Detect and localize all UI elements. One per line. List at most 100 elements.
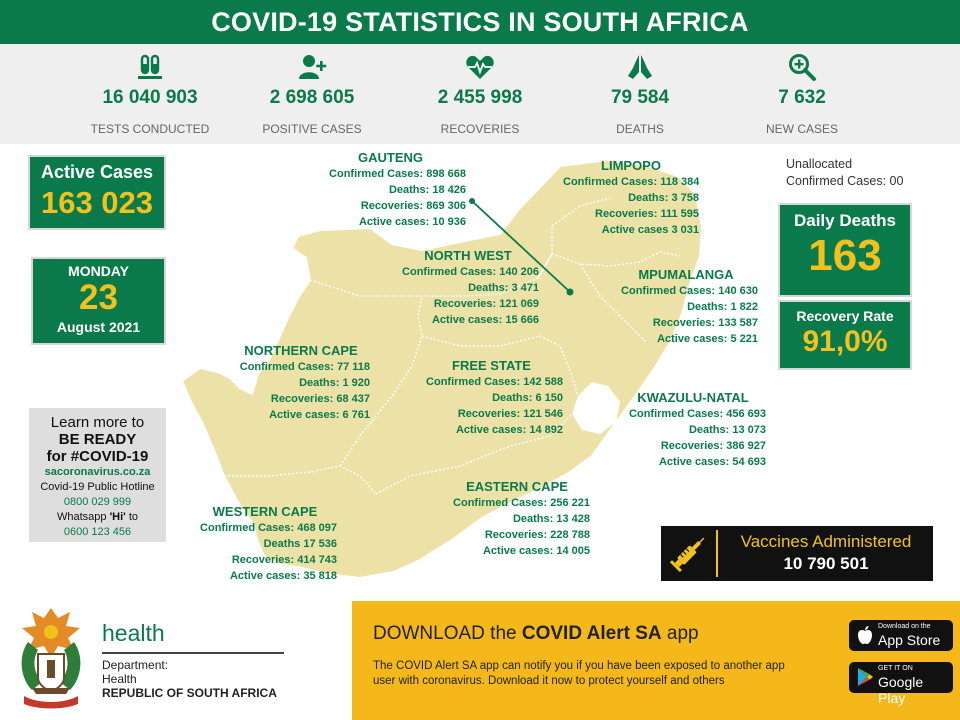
google-play-badge[interactable]: GET IT ON Google Play [849, 662, 953, 706]
mpumalanga-deaths: Deaths: 1 822 [687, 301, 758, 313]
gauteng-confirmed: Confirmed Cases: 898 668 [329, 168, 466, 180]
app-promo-body: The COVID Alert SA app can notify you if… [373, 660, 785, 687]
western-cape-deaths: Deaths 17 536 [263, 538, 337, 550]
tests-label: TESTS CONDUCTED [90, 122, 210, 136]
mpumalanga-confirmed: Confirmed Cases: 140 630 [621, 285, 758, 297]
limpopo-active: Active cases 3 031 [601, 224, 699, 236]
western-cape-name: WESTERN CAPE [212, 504, 318, 519]
google-play-small: GET IT ON [878, 665, 913, 672]
border-ec [375, 413, 573, 495]
daily-deaths-box: Daily Deaths 163 [778, 203, 912, 297]
province-western-cape: WESTERN CAPE Confirmed Cases: 468 097 De… [193, 504, 337, 584]
learn-more-box: Learn more to BE READY for #COVID-19 sac… [29, 408, 166, 542]
vaccines-box: Vaccines Administered 10 790 501 [661, 526, 933, 581]
department-line1: Department: [102, 658, 169, 672]
zoom-plus-icon [789, 54, 816, 81]
health-wordmark: health [102, 620, 165, 646]
north-west-confirmed: Confirmed Cases: 140 206 [402, 266, 539, 278]
recovery-rate-value: 91,0% [802, 325, 888, 358]
add-user-icon [299, 55, 327, 79]
deaths-value: 79 584 [610, 87, 670, 108]
learn-line3: for #COVID-19 [46, 448, 149, 465]
gauteng-recoveries: Recoveries: 869 306 [360, 200, 466, 212]
eastern-cape-name: EASTERN CAPE [466, 479, 568, 494]
free-state-recoveries: Recoveries: 121 546 [457, 408, 563, 420]
north-west-deaths: Deaths: 3 471 [468, 282, 539, 294]
province-limpopo: LIMPOPO Confirmed Cases: 118 384 Deaths:… [563, 158, 699, 238]
page-title: COVID-19 STATISTICS IN SOUTH AFRICA [0, 0, 960, 44]
gauteng-marker-end [566, 288, 574, 296]
stat-recoveries: 2 455 998 RECOVERIES [390, 44, 570, 144]
vaccines-label: Vaccines Administered [740, 532, 912, 551]
google-play-icon [858, 668, 873, 686]
app-heading-post: app [661, 623, 699, 644]
whatsapp-post: to [125, 511, 139, 523]
app-store-badge[interactable]: Download on the App Store [849, 620, 953, 651]
app-promo-banner: DOWNLOAD the COVID Alert SA app The COVI… [352, 601, 960, 720]
province-kwazulu-natal: KWAZULU-NATAL Confirmed Cases: 456 693 D… [620, 390, 766, 470]
kwazulu-natal-name: KWAZULU-NATAL [637, 390, 749, 405]
free-state-name: FREE STATE [452, 358, 531, 373]
recovery-rate-box: Recovery Rate 91,0% [778, 300, 912, 370]
deaths-label: DEATHS [616, 122, 664, 136]
province-north-west: NORTH WEST Confirmed Cases: 140 206 Deat… [397, 248, 539, 328]
hotline-label: Covid-19 Public Hotline [40, 481, 155, 493]
syringe-icon [669, 537, 705, 573]
map-lesotho [572, 382, 620, 434]
northern-cape-confirmed: Confirmed Cases: 77 118 [239, 361, 370, 373]
province-borders [224, 197, 681, 495]
unallocated-note: Unallocated Confirmed Cases: 00 [786, 156, 946, 190]
unallocated-line2: Confirmed Cases: 00 [786, 174, 904, 188]
daily-deaths-label: Daily Deaths [793, 211, 897, 230]
praying-hands-icon [628, 55, 652, 79]
kwazulu-natal-recoveries: Recoveries: 386 927 [660, 440, 766, 452]
eastern-cape-active: Active cases: 14 005 [482, 545, 590, 557]
kwazulu-natal-active: Active cases: 54 693 [658, 456, 766, 468]
northern-cape-recoveries: Recoveries: 68 437 [270, 393, 370, 405]
department-line2: Health [102, 672, 137, 686]
active-cases-box: Active Cases 163 023 [28, 155, 166, 230]
whatsapp-hi: 'Hi' [109, 511, 126, 523]
app-heading-pre: DOWNLOAD the [373, 623, 522, 644]
mpumalanga-name: MPUMALANGA [638, 267, 734, 282]
health-divider [102, 652, 284, 654]
mpumalanga-recoveries: Recoveries: 133 587 [652, 317, 758, 329]
northern-cape-deaths: Deaths: 1 920 [299, 377, 370, 389]
border-nw [309, 253, 553, 297]
website-link[interactable]: sacoronavirus.co.za [44, 466, 151, 478]
eastern-cape-deaths: Deaths: 13 428 [512, 513, 590, 525]
eastern-cape-recoveries: Recoveries: 228 788 [484, 529, 590, 541]
daily-deaths-value: 163 [808, 231, 882, 280]
positive-label: POSITIVE CASES [262, 122, 362, 136]
active-cases-value: 163 023 [40, 185, 154, 220]
mpumalanga-active: Active cases: 5 221 [657, 333, 758, 345]
learn-line1: Learn more to [50, 414, 145, 431]
date-day: MONDAY [68, 263, 129, 279]
date-number: 23 [79, 278, 118, 317]
new-cases-label: NEW CASES [765, 122, 838, 136]
heartbeat-icon [466, 55, 494, 79]
positive-value: 2 698 605 [269, 87, 355, 108]
department-branding: health Department: Health REPUBLIC OF SO… [0, 600, 352, 720]
active-cases-label: Active Cases [40, 162, 154, 182]
northern-cape-active: Active cases: 6 761 [269, 409, 370, 421]
whatsapp-number: 0600 123 456 [63, 526, 132, 538]
app-promo-heading: DOWNLOAD the COVID Alert SA app [373, 623, 699, 645]
limpopo-recoveries: Recoveries: 111 595 [595, 208, 699, 220]
unallocated-line1: Unallocated [786, 157, 853, 171]
eastern-cape-confirmed: Confirmed Cases: 256 221 [453, 497, 590, 509]
date-box: MONDAY 23 August 2021 [31, 257, 166, 345]
google-play-big: Google Play [878, 674, 924, 706]
whatsapp-line: Whatsapp 'Hi' to [29, 510, 166, 525]
stat-tests: 16 040 903 TESTS CONDUCTED [60, 44, 240, 144]
tests-value: 16 040 903 [102, 87, 198, 108]
free-state-active: Active cases: 14 892 [455, 424, 563, 436]
gauteng-name: GAUTENG [358, 150, 423, 165]
whatsapp-pre: Whatsapp [56, 511, 110, 523]
date-month-year: August 2021 [56, 319, 141, 335]
province-mpumalanga: MPUMALANGA Confirmed Cases: 140 630 Deat… [614, 267, 758, 347]
border-nc-wc [224, 465, 377, 495]
gauteng-deaths: Deaths: 18 426 [388, 184, 466, 196]
kwazulu-natal-deaths: Deaths: 13 073 [688, 424, 766, 436]
app-store-small: Download on the [878, 623, 931, 630]
